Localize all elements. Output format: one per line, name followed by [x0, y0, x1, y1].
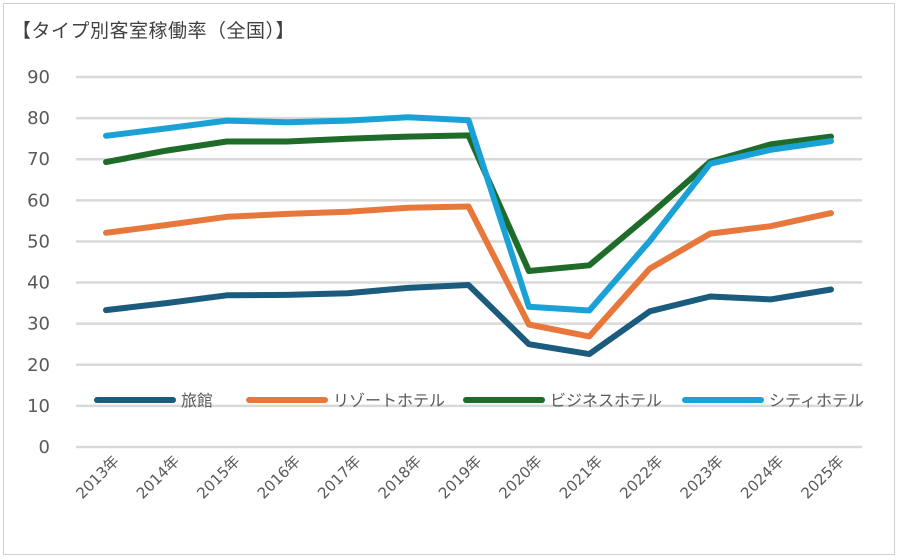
x-tick-label: 2015年 [193, 452, 243, 502]
series-line [103, 114, 834, 314]
x-tick-label: 2016年 [254, 452, 304, 502]
x-tick-label: 2019年 [435, 452, 485, 502]
y-axis-ticks: 0 10 20 30 40 50 60 70 80 90 [27, 67, 50, 458]
y-tick-label: 10 [27, 396, 50, 417]
y-tick-label: 0 [39, 437, 50, 458]
y-tick-label: 40 [27, 273, 50, 294]
x-axis-ticks: 2013年 2014年 2015年 2016年 2017年 2018年 2019年 2020年… [72, 452, 847, 502]
x-tick-label: 2023年 [677, 452, 727, 502]
series-lines [103, 114, 834, 358]
x-tick-label: 2020年 [495, 452, 545, 502]
x-tick-label: 2017年 [314, 452, 364, 502]
series-line [103, 132, 834, 274]
series-line [103, 203, 834, 340]
y-tick-label: 80 [27, 108, 50, 129]
x-tick-label: 2021年 [556, 452, 606, 502]
y-tick-label: 30 [27, 314, 50, 335]
x-tick-label: 2013年 [72, 452, 122, 502]
y-tick-label: 50 [27, 231, 50, 252]
x-tick-label: 2024年 [737, 452, 787, 502]
x-tick-label: 2014年 [133, 452, 183, 502]
y-tick-label: 60 [27, 190, 50, 211]
x-tick-label: 2018年 [375, 452, 425, 502]
legend-label: ビジネスホテル [550, 391, 662, 410]
y-tick-label: 90 [27, 67, 50, 88]
chart-frame [3, 3, 895, 555]
y-tick-label: 70 [27, 149, 50, 170]
legend-label: シティホテル [769, 391, 864, 410]
legend-label: 旅館 [181, 391, 213, 410]
y-tick-label: 20 [27, 355, 50, 376]
legend: 旅館 リゾートホテル ビジネスホテル シティホテル [94, 391, 864, 410]
x-tick-label: 2025年 [797, 452, 847, 502]
legend-label: リゾートホテル [333, 391, 445, 410]
chart-title: 【タイプ別客室稼働率（全国）】 [12, 20, 296, 42]
x-tick-label: 2022年 [616, 452, 666, 502]
series-line [103, 282, 834, 358]
